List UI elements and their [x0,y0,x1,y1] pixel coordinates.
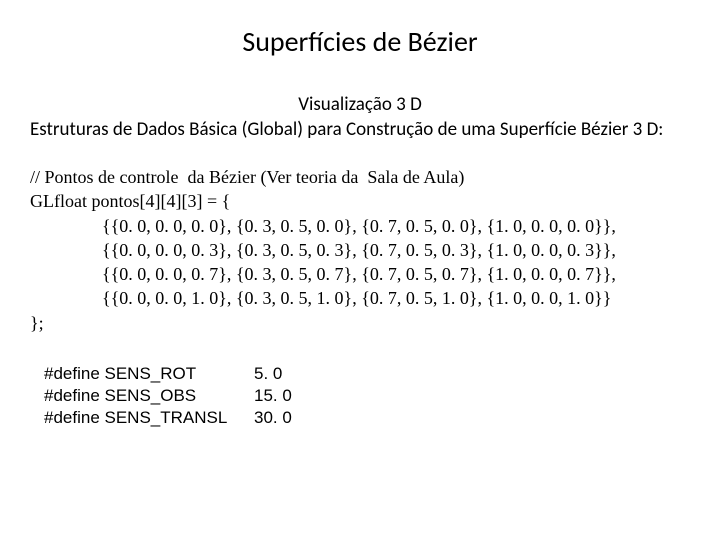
defines-block: #define SENS_ROT 5. 0 #define SENS_OBS 1… [30,363,690,429]
slide-title: Superfícies de Bézier [30,24,690,59]
code-declaration: GLfloat pontos[4][4][3] = { [30,189,690,213]
code-row: {{0. 0, 0. 0, 0. 3}, {0. 3, 0. 5, 0. 3},… [30,238,690,262]
define-value: 30. 0 [254,407,292,429]
code-block: // Pontos de controle da Bézier (Ver teo… [30,165,690,335]
subtitle-center: Visualização 3 D [30,93,690,116]
define-row: #define SENS_OBS 15. 0 [44,385,690,407]
subtitle-full: Estruturas de Dados Básica (Global) para… [30,118,690,141]
define-value: 15. 0 [254,385,292,407]
define-row: #define SENS_TRANSL 30. 0 [44,407,690,429]
code-row: {{0. 0, 0. 0, 0. 7}, {0. 3, 0. 5, 0. 7},… [30,262,690,286]
code-row: {{0. 0, 0. 0, 1. 0}, {0. 3, 0. 5, 1. 0},… [30,286,690,310]
define-key: #define SENS_ROT [44,363,254,385]
code-row: {{0. 0, 0. 0, 0. 0}, {0. 3, 0. 5, 0. 0},… [30,214,690,238]
slide: Superfícies de Bézier Visualização 3 D E… [0,0,720,540]
code-close: }; [30,311,690,335]
define-key: #define SENS_OBS [44,385,254,407]
define-key: #define SENS_TRANSL [44,407,254,429]
define-row: #define SENS_ROT 5. 0 [44,363,690,385]
define-value: 5. 0 [254,363,282,385]
code-comment: // Pontos de controle da Bézier (Ver teo… [30,165,690,189]
